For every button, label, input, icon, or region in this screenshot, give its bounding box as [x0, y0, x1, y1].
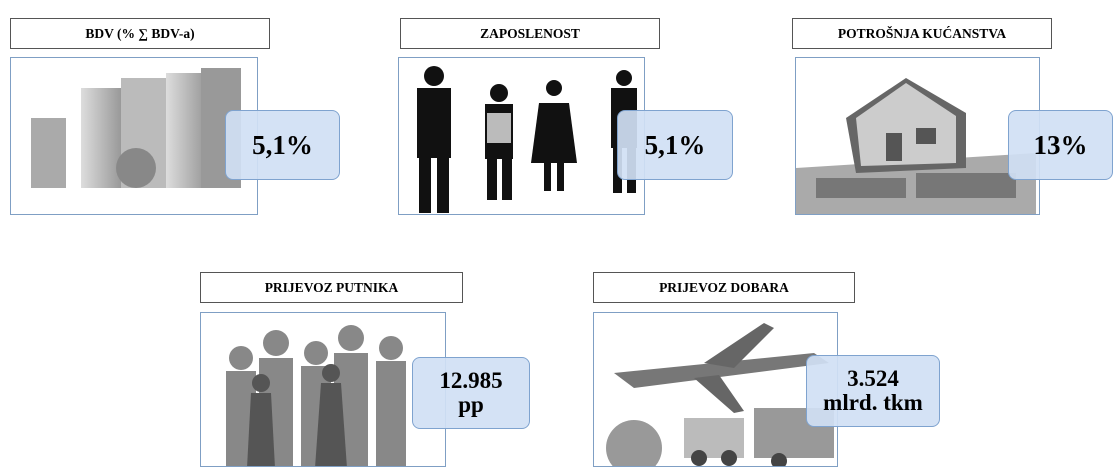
value-line: pp — [458, 393, 484, 417]
illustration — [399, 58, 644, 214]
illustration — [11, 58, 257, 214]
illustration — [201, 313, 445, 466]
illustration — [796, 58, 1039, 214]
page: {"cards": [ {"title": "BDV (% ∑ BDV-a)",… — [0, 0, 1115, 467]
value-line: mlrd. tkm — [823, 391, 923, 415]
illustration — [594, 313, 837, 466]
card-image — [593, 312, 838, 467]
card-value: 5,1% — [225, 110, 340, 180]
value-line: 5,1% — [645, 131, 706, 159]
card-title: PRIJEVOZ DOBARA — [593, 272, 855, 303]
card-title: PRIJEVOZ PUTNIKA — [200, 272, 463, 303]
value-line: 5,1% — [252, 131, 313, 159]
card-image — [398, 57, 645, 215]
card-image — [10, 57, 258, 215]
card-value: 5,1% — [617, 110, 733, 180]
card-title: BDV (% ∑ BDV-a) — [10, 18, 270, 49]
card-image — [795, 57, 1040, 215]
value-line: 12.985 — [439, 369, 502, 393]
card-value: 13% — [1008, 110, 1113, 180]
card-image — [200, 312, 446, 467]
value-line: 3.524 — [847, 367, 899, 391]
card-title: ZAPOSLENOST — [400, 18, 660, 49]
card-title: POTROŠNJA KUĆANSTVA — [792, 18, 1052, 49]
value-line: 13% — [1034, 131, 1088, 159]
